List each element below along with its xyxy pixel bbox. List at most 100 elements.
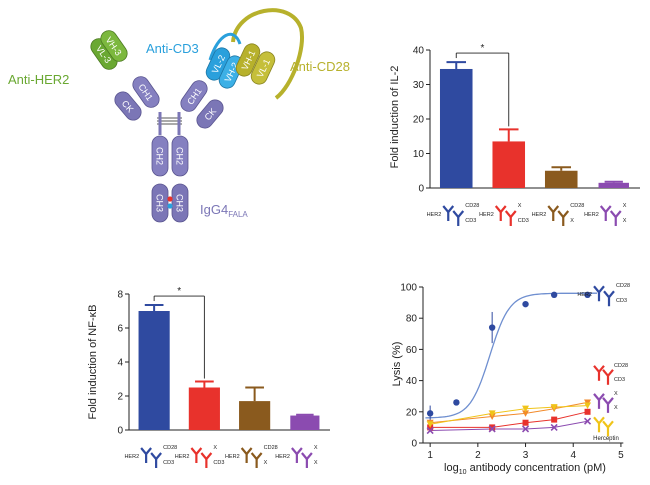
y-tick-label: 40 xyxy=(406,376,418,387)
antibody-glyph xyxy=(599,204,612,223)
legend-bottom-arm-label: X xyxy=(314,460,318,466)
combination-legend-4: HER2 X X xyxy=(275,445,318,470)
antibody-glyph-shape xyxy=(150,451,163,470)
legend-top-arm-label: X xyxy=(518,203,522,209)
y-tick-label: 100 xyxy=(400,283,417,294)
significance-star: * xyxy=(481,43,485,54)
bar-3 xyxy=(239,401,271,430)
legend-bottom-arm-label: X xyxy=(614,405,618,411)
data-point xyxy=(550,404,558,411)
combination-legend-3: HER2 CD28 X xyxy=(225,445,278,470)
label-anti-cd3: Anti-CD3 xyxy=(146,41,199,56)
y-tick-label: 80 xyxy=(406,314,418,325)
antibody-glyph xyxy=(200,451,213,470)
il2-bar-chart: Fold induction of IL-2 010203040HER2CD28… xyxy=(389,43,640,228)
nfkb-y-axis-label: Fold induction of NF-κB xyxy=(87,305,99,420)
significance-star: * xyxy=(177,286,181,297)
data-point xyxy=(453,399,460,406)
antibody-glyph-shape xyxy=(300,451,313,470)
label-anti-cd28: Anti-CD28 xyxy=(290,59,350,74)
data-point xyxy=(584,291,591,298)
antibody-schematic: VL-3 VH-3 CK CH1 VL-2 VH-2 xyxy=(8,8,350,223)
antibody-glyph xyxy=(557,209,570,228)
antibody-glyph-shape xyxy=(557,209,570,228)
data-point xyxy=(522,405,530,413)
antibody-glyph xyxy=(601,368,615,386)
bar-2 xyxy=(188,387,220,430)
antibody-glyph-shape xyxy=(240,446,253,465)
antibody-glyph xyxy=(442,204,455,223)
y-tick-label: 0 xyxy=(117,426,123,437)
y-tick-label: 0 xyxy=(411,439,417,450)
series-line-5 xyxy=(430,420,588,431)
x-tick-label: 3 xyxy=(523,450,529,461)
antibody-glyph-shape xyxy=(601,368,615,386)
antibody-glyph-shape xyxy=(599,204,612,223)
antibody-glyph xyxy=(140,446,153,465)
antibody-glyph-shape xyxy=(601,420,615,438)
y-tick-label: 20 xyxy=(413,115,425,126)
legend-bottom-arm-label: X xyxy=(623,218,627,224)
legend-top-arm-label: X xyxy=(623,203,627,209)
bar-3 xyxy=(544,170,578,188)
combination-legend-1: HER2 CD28 CD3 xyxy=(124,445,177,470)
legend-bottom-arm-label: CD3 xyxy=(614,377,625,383)
antibody-glyph-shape xyxy=(592,416,606,434)
data-point xyxy=(521,425,530,433)
y-tick-label: 8 xyxy=(117,290,123,301)
legend-her2-label: HER2 xyxy=(175,454,190,460)
data-point xyxy=(426,421,434,428)
domain-ch2-right: CH2 xyxy=(175,147,185,165)
antibody-glyph xyxy=(300,451,313,470)
bar-1 xyxy=(138,311,170,430)
legend-top-arm-label: X xyxy=(614,391,618,397)
data-point xyxy=(550,423,558,431)
y-tick-label: 6 xyxy=(117,324,123,335)
antibody-glyph xyxy=(592,364,606,382)
data-point xyxy=(488,425,496,433)
fit-curve-her2-cd28-cd3 xyxy=(425,292,598,419)
x-tick-label: 1 xyxy=(427,450,433,461)
antibody-glyph-shape xyxy=(200,451,213,470)
combination-legend-2: HER2 X CD3 xyxy=(479,203,529,228)
y-tick-label: 40 xyxy=(413,46,425,57)
combination-legend-1: HER2 CD28 CD3 xyxy=(427,203,479,228)
legend-top-arm-label: CD28 xyxy=(264,445,278,451)
antibody-glyph-shape xyxy=(504,209,517,228)
legend-her2-label: HER2 xyxy=(577,292,592,298)
legend-cd28-label: CD28 xyxy=(616,283,630,289)
antibody-glyph-shape xyxy=(609,209,622,228)
lysis-dose-response-chart: Lysis (%) log10 antibody concentration (… xyxy=(391,283,630,477)
antibody-glyph xyxy=(602,290,616,308)
legend-her2-x-cd3: CD28 CD3 xyxy=(592,363,628,386)
combination-legend-2: HER2 X CD3 xyxy=(175,445,224,470)
legend-cd3-label: CD3 xyxy=(616,298,627,304)
data-point xyxy=(489,424,496,431)
legend-her2-label: HER2 xyxy=(584,212,599,218)
legend-bottom-arm-label: CD3 xyxy=(213,460,224,466)
legend-top-arm-label: CD28 xyxy=(465,203,479,209)
y-tick-label: 10 xyxy=(413,149,425,160)
x-tick-label: 4 xyxy=(570,450,576,461)
lysis-x-axis-label: log10 antibody concentration (pM) xyxy=(444,462,606,476)
antibody-glyph-shape xyxy=(250,451,263,470)
bar-4 xyxy=(290,415,320,430)
fc-region: CH2 CH2 CH3 CH3 xyxy=(151,135,189,223)
cd3-linker-loop xyxy=(208,32,242,61)
legend-her2-cd28-cd3: HER2 CD28 CD3 xyxy=(577,283,630,308)
legend-top-arm-label: CD28 xyxy=(570,203,584,209)
antibody-glyph xyxy=(240,446,253,465)
y-tick-label: 0 xyxy=(418,184,424,195)
hole-mutation-dot xyxy=(167,203,173,209)
data-point xyxy=(522,410,530,417)
data-point xyxy=(584,408,591,415)
combination-legend-4: HER2 X X xyxy=(584,203,627,228)
antibody-glyph-shape xyxy=(442,204,455,223)
hinge xyxy=(157,112,182,135)
x-tick-label: 2 xyxy=(475,450,481,461)
y-tick-label: 60 xyxy=(406,345,418,356)
antibody-glyph xyxy=(547,204,560,223)
antibody-glyph xyxy=(504,209,517,228)
data-point xyxy=(488,410,496,417)
combination-legend-3: HER2 CD28 X xyxy=(532,203,584,228)
